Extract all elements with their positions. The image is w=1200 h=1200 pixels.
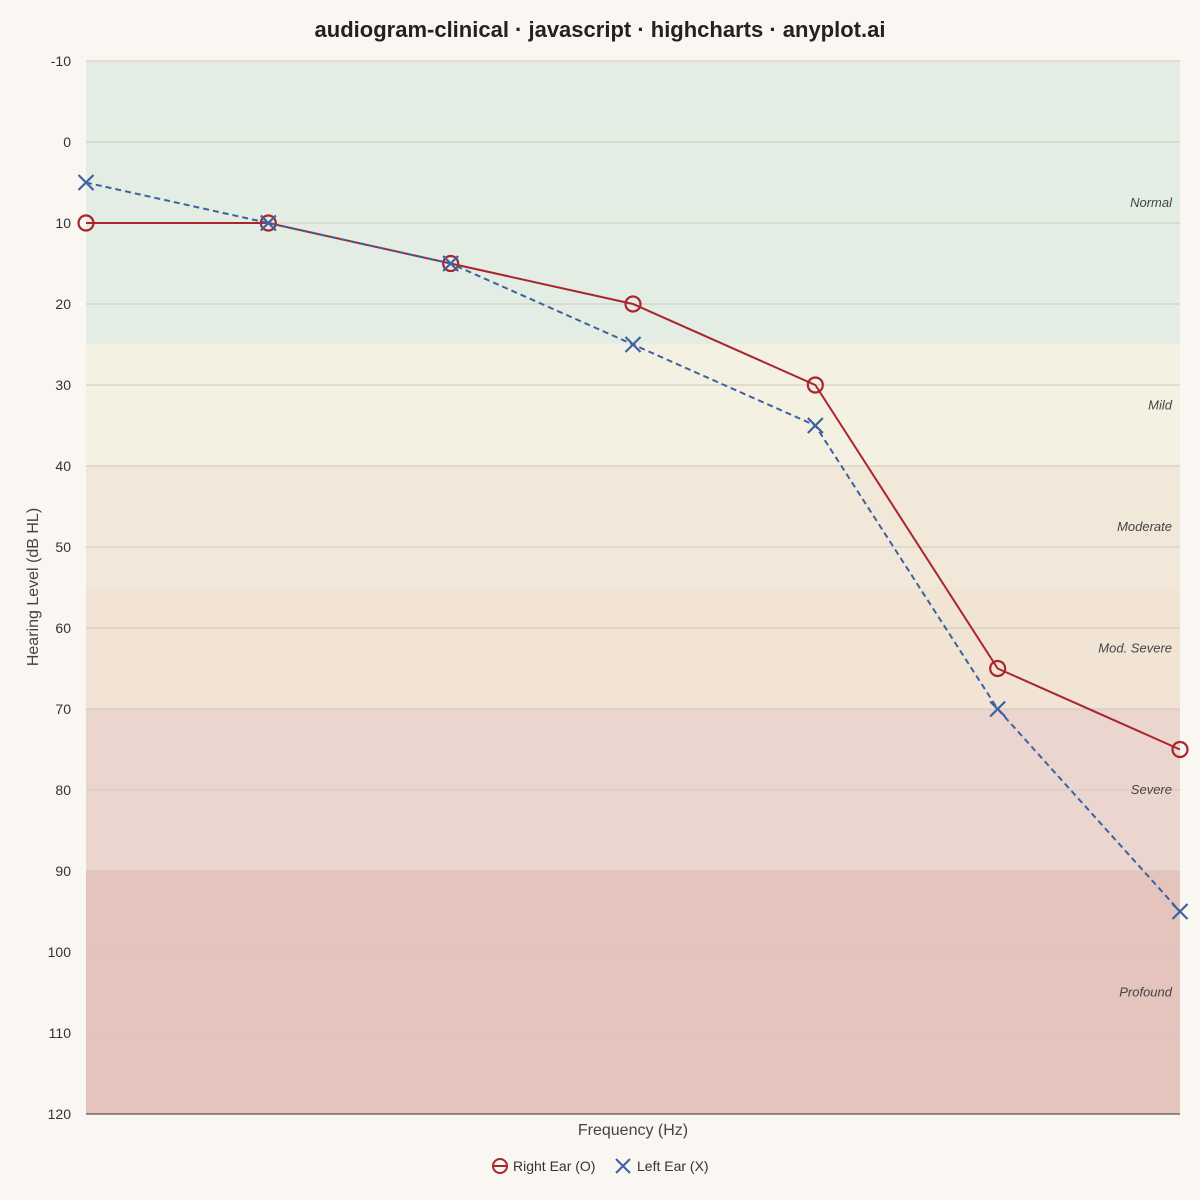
legend-item-right-ear[interactable]: Right Ear (O) (492, 1158, 595, 1174)
severity-band (86, 344, 1180, 466)
legend-item-left-ear[interactable]: Left Ear (X) (615, 1158, 709, 1174)
severity-band (86, 587, 1180, 709)
left-ear-point (77, 174, 95, 191)
severity-band-label: Normal (1130, 195, 1173, 210)
left-ear-point (624, 336, 642, 353)
severity-band-label: Severe (1131, 782, 1172, 797)
severity-bands (86, 61, 1180, 1114)
severity-band-label: Profound (1119, 985, 1173, 1000)
right-ear-point (442, 254, 460, 273)
left-ear-point (807, 417, 824, 434)
y-tick-label: 90 (55, 863, 71, 879)
severity-band-label: Moderate (1117, 519, 1172, 534)
legend: Right Ear (O) Left Ear (X) (492, 1158, 709, 1174)
severity-band-labels: Normal Mild Moderate Mod. Severe Severe Profo… (1098, 195, 1173, 1000)
chart-title: audiogram-clinical · javascript · highch… (315, 17, 886, 42)
x-axis-title: Frequency (Hz) (578, 1122, 688, 1139)
left-ear-point (260, 214, 277, 232)
right-ear-point (1171, 740, 1189, 759)
right-ear-point (806, 376, 824, 394)
right-ear-point (259, 214, 277, 232)
cross-stroke (77, 174, 95, 191)
data-series (77, 174, 1189, 920)
left-ear-point (989, 700, 1006, 718)
cross-stroke (624, 336, 642, 353)
y-tick-label: 70 (55, 701, 71, 717)
y-tick-label: 40 (55, 458, 71, 474)
y-axis-title: Hearing Level (dB HL) (25, 508, 42, 666)
y-axis-ticks: -10 0 10 20 30 40 50 60 70 80 90 100 110 120 (48, 53, 72, 1122)
right-ear-point (989, 659, 1007, 678)
cross-stroke (807, 417, 824, 434)
y-tick-label: 60 (55, 620, 71, 636)
severity-band (86, 466, 1180, 588)
legend-label-left-ear: Left Ear (X) (637, 1158, 709, 1174)
y-tick-label: 100 (48, 944, 72, 960)
legend-label-right-ear: Right Ear (O) (513, 1158, 595, 1174)
right-ear-point (77, 214, 95, 232)
y-tick-label: 0 (63, 134, 71, 150)
cross-stroke (260, 214, 277, 232)
y-tick-label: 50 (55, 539, 71, 555)
cross-marker-icon-stroke (615, 1158, 631, 1174)
severity-band (86, 61, 1180, 345)
cross-stroke (1171, 903, 1189, 920)
y-tick-label: 10 (55, 215, 71, 231)
severity-band (86, 871, 1180, 1114)
left-ear-point (1171, 903, 1189, 920)
y-tick-label: 80 (55, 782, 71, 798)
right-ear-point (624, 295, 642, 313)
y-tick-label: 110 (49, 1025, 72, 1041)
y-tick-label: 20 (55, 296, 71, 312)
cross-stroke (442, 255, 459, 272)
y-tick-label: -10 (51, 53, 71, 69)
left-ear-point (442, 255, 459, 272)
severity-band-label: Mod. Severe (1098, 640, 1172, 655)
y-tick-label: 120 (48, 1106, 72, 1122)
y-tick-label: 30 (55, 377, 71, 393)
severity-band-label: Mild (1148, 397, 1173, 412)
cross-stroke (989, 700, 1006, 718)
